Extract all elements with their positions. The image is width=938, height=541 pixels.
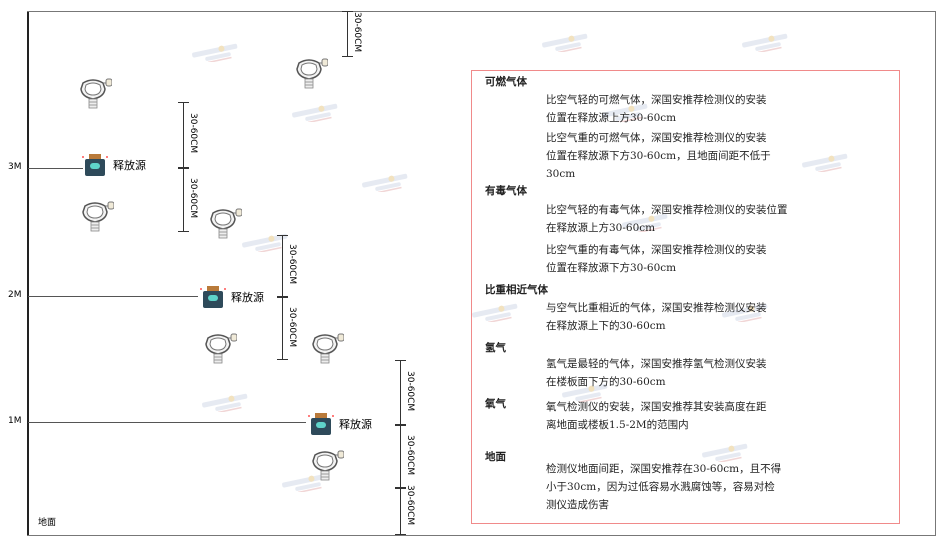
ground-line [27, 535, 935, 536]
dimension-label: 30-60CM [405, 434, 415, 475]
level-2m-label: 2M [8, 290, 22, 300]
dimension-label: 30-60CM [352, 12, 362, 53]
dimension-line [277, 235, 288, 297]
guide-text: 氢气是最轻的气体，深国安推荐氢气检测仪安装 在楼板面下方的30-60cm [546, 358, 767, 388]
release-source-icon [308, 412, 334, 436]
guide-heading: 氧气 [485, 398, 506, 410]
dimension-label: 30-60CM [188, 113, 198, 154]
dimension-label: 30-60CM [405, 485, 415, 526]
guide-text: 比空气重的有毒气体，深国安推荐检测仪的安装 位置在释放源下方30-60cm [546, 244, 767, 274]
guide-heading: 氢气 [485, 342, 506, 354]
level-3m-label: 3M [8, 162, 22, 172]
dimension-line [178, 102, 189, 168]
guide-heading: 比重相近气体 [485, 284, 548, 296]
level-1m-line [28, 422, 306, 423]
dimension-line [277, 297, 288, 360]
dimension-label: 30-60CM [405, 370, 415, 411]
watermark-logo [240, 230, 310, 254]
ceiling-line [27, 11, 935, 12]
release-source-icon [82, 153, 108, 177]
watermark-logo [360, 170, 430, 194]
guide-text: 氧气检测仪的安装，深国安推荐其安装高度在距 离地面或楼板1.5-2M的范围内 [546, 401, 767, 431]
level-1m-label: 1M [8, 416, 22, 426]
guide-heading: 地面 [485, 451, 506, 463]
dimension-line [395, 425, 406, 488]
gas-detector-icon [203, 330, 238, 364]
guide-text: 比空气轻的可燃气体，深国安推荐检测仪的安装 位置在释放源上方30-60cm [546, 94, 767, 124]
guide-text: 与空气比重相近的气体，深国安推荐检测仪安装 在释放源上下的30-60cm [546, 302, 767, 332]
watermark-logo [740, 30, 810, 54]
release-source-label: 释放源 [339, 418, 372, 431]
gas-detector-icon [80, 198, 115, 232]
watermark-logo [190, 40, 260, 64]
gas-detector-icon [294, 55, 329, 89]
dimension-line [395, 360, 406, 425]
release-source-icon [200, 285, 226, 309]
guide-text: 比空气重的可燃气体，深国安推荐检测仪的安装 位置在释放源下方30-60cm，且地… [546, 132, 771, 180]
watermark-logo [290, 100, 360, 124]
gas-detector-icon [310, 447, 345, 481]
gas-detector-icon [78, 75, 113, 109]
guide-heading: 可燃气体 [485, 76, 527, 88]
right-line [935, 11, 936, 536]
gas-detector-icon [310, 330, 345, 364]
dimension-line [395, 488, 406, 535]
gas-detector-icon [208, 205, 243, 239]
release-source-label: 释放源 [231, 291, 264, 304]
dimension-line [342, 11, 353, 57]
watermark-logo [540, 30, 610, 54]
release-source-label: 释放源 [113, 159, 146, 172]
ground-label: 地面 [38, 518, 57, 528]
level-2m-line [28, 296, 198, 297]
wall-line [27, 11, 29, 536]
dimension-line [178, 168, 189, 232]
installation-guide-panel: 可燃气体比空气轻的可燃气体，深国安推荐检测仪的安装 位置在释放源上方30-60c… [471, 70, 900, 524]
dimension-label: 30-60CM [287, 244, 297, 285]
level-3m-line [28, 168, 83, 169]
dimension-label: 30-60CM [188, 178, 198, 219]
watermark-logo [200, 390, 270, 414]
guide-heading: 有毒气体 [485, 185, 527, 197]
guide-text: 检测仪地面间距，深国安推荐在30-60cm，且不得 小于30cm，因为过低容易水… [546, 463, 782, 511]
dimension-label: 30-60CM [287, 306, 297, 347]
guide-text: 比空气轻的有毒气体，深国安推荐检测仪的安装位置 在释放源上方30-60cm [546, 204, 788, 234]
